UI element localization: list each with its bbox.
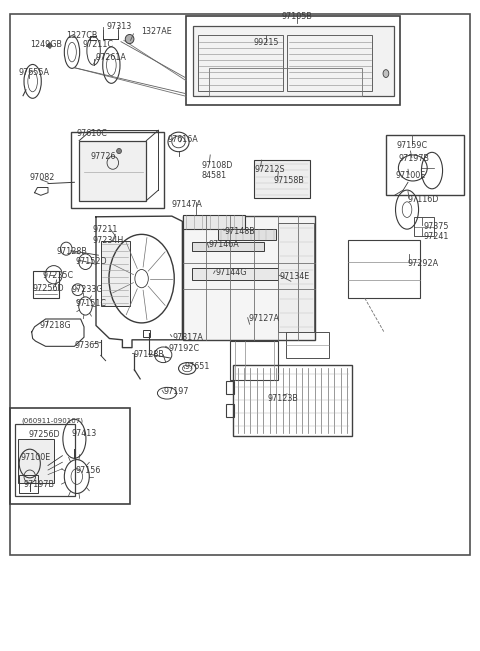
- Text: 97235C: 97235C: [42, 271, 73, 280]
- Bar: [230, 341, 278, 380]
- Bar: [192, 268, 298, 280]
- Bar: [101, 241, 130, 306]
- Text: 97082: 97082: [30, 173, 55, 182]
- Text: 97610C: 97610C: [77, 129, 108, 138]
- Ellipse shape: [117, 148, 121, 154]
- Text: 97375: 97375: [423, 222, 449, 231]
- Bar: [183, 216, 315, 340]
- Text: 97616A: 97616A: [167, 135, 198, 144]
- Text: 97317A: 97317A: [173, 333, 204, 342]
- Text: 97261A: 97261A: [95, 53, 126, 62]
- Bar: [286, 332, 329, 358]
- Bar: [18, 439, 54, 483]
- Bar: [287, 35, 372, 91]
- Bar: [278, 223, 314, 332]
- Text: 97134E: 97134E: [279, 272, 310, 281]
- Text: 97127A: 97127A: [249, 314, 280, 324]
- Text: 1249GB: 1249GB: [30, 40, 62, 49]
- Ellipse shape: [383, 70, 389, 77]
- Bar: [254, 160, 310, 198]
- Text: 84581: 84581: [202, 171, 227, 180]
- Bar: [198, 35, 283, 91]
- Text: 97123B: 97123B: [268, 394, 299, 403]
- Bar: [33, 271, 59, 298]
- Bar: [79, 141, 146, 201]
- Bar: [10, 408, 130, 504]
- Text: 97292A: 97292A: [407, 258, 438, 268]
- Bar: [15, 424, 75, 496]
- Text: 97151C: 97151C: [76, 299, 107, 308]
- Bar: [348, 240, 420, 298]
- Text: 97159C: 97159C: [396, 141, 427, 150]
- Text: 97108D: 97108D: [202, 161, 233, 170]
- Text: 97116D: 97116D: [407, 195, 438, 204]
- Text: 97211C: 97211C: [83, 40, 114, 49]
- Text: 97233G: 97233G: [71, 284, 103, 294]
- Text: 97146A: 97146A: [209, 240, 240, 249]
- Text: 97212S: 97212S: [254, 165, 285, 174]
- Text: 97128B: 97128B: [133, 350, 164, 359]
- Text: 1327CB: 1327CB: [66, 31, 97, 40]
- Text: 99215: 99215: [253, 38, 279, 48]
- Text: 97218G: 97218G: [39, 321, 71, 330]
- Bar: [414, 217, 434, 236]
- Text: 97156: 97156: [76, 465, 101, 475]
- Bar: [183, 215, 245, 229]
- Text: 97256D: 97256D: [33, 284, 64, 293]
- Ellipse shape: [125, 35, 134, 44]
- Bar: [10, 14, 470, 555]
- Bar: [233, 365, 352, 436]
- Text: 97256D: 97256D: [29, 430, 60, 439]
- Text: 97365: 97365: [75, 340, 100, 350]
- Text: 97192C: 97192C: [169, 344, 200, 353]
- Text: 97197: 97197: [163, 387, 189, 396]
- Text: 1327AE: 1327AE: [142, 27, 172, 36]
- Text: 97651: 97651: [185, 362, 210, 371]
- Text: 97128B: 97128B: [57, 247, 87, 256]
- Text: 97152D: 97152D: [76, 257, 108, 266]
- Bar: [192, 242, 264, 251]
- Text: 97100E: 97100E: [395, 171, 426, 180]
- Text: 97241: 97241: [423, 232, 449, 242]
- Text: 97105B: 97105B: [281, 12, 312, 21]
- Text: 97197B: 97197B: [23, 480, 54, 490]
- Bar: [386, 135, 464, 195]
- Bar: [71, 132, 164, 208]
- Text: 97313: 97313: [107, 21, 132, 31]
- Text: 97234H: 97234H: [92, 236, 124, 245]
- Bar: [193, 26, 394, 96]
- Bar: [143, 330, 150, 337]
- Bar: [226, 404, 234, 417]
- Text: 97100E: 97100E: [20, 452, 50, 462]
- Bar: [19, 475, 38, 493]
- Text: 97211: 97211: [93, 225, 118, 234]
- Text: (060911-090107): (060911-090107): [22, 418, 84, 424]
- Bar: [209, 68, 362, 96]
- Text: 97413: 97413: [71, 429, 96, 438]
- Text: 97197B: 97197B: [398, 154, 429, 163]
- Text: 97726: 97726: [90, 152, 116, 161]
- Polygon shape: [47, 43, 52, 48]
- Bar: [186, 16, 400, 105]
- Text: 97655A: 97655A: [18, 68, 49, 77]
- Bar: [226, 381, 234, 394]
- Bar: [218, 229, 276, 240]
- Text: 97158B: 97158B: [274, 176, 304, 186]
- Text: 97144G: 97144G: [216, 268, 248, 277]
- Text: 97148B: 97148B: [225, 227, 255, 236]
- Text: 97147A: 97147A: [172, 200, 203, 209]
